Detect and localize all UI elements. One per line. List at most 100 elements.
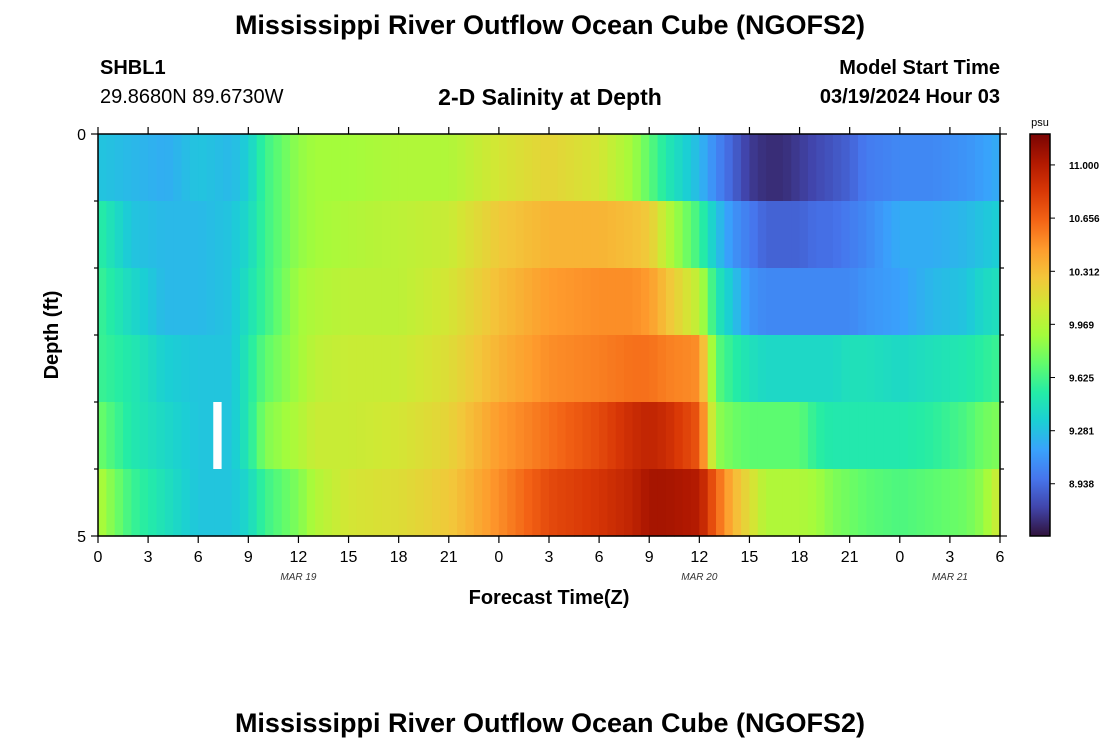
heatmap-cell [540,469,550,537]
heatmap-cell [248,134,258,202]
heatmap-cell [407,268,416,336]
heatmap-cell [682,402,692,470]
heatmap-cell [465,335,475,403]
heatmap-cell [899,402,909,470]
heatmap-cell [565,469,575,537]
heatmap-cell [774,469,784,537]
station-id: SHBL1 [100,57,166,79]
heatmap-cell [741,134,751,202]
heatmap-cell [816,201,826,269]
heatmap-cell [273,469,283,537]
heatmap-cell [908,335,918,403]
heatmap-cell [98,201,107,269]
x-tick-label: 18 [390,549,408,566]
heatmap-cell [398,335,408,403]
heatmap-cell [173,335,183,403]
heatmap-cell [156,335,166,403]
heatmap-cell [248,402,258,470]
heatmap-cell [306,402,316,470]
heatmap-cell [807,469,817,537]
heatmap-cell [674,402,684,470]
heatmap-cell [223,201,233,269]
heatmap-cell [523,268,533,336]
heatmap-cell [465,402,475,470]
heatmap-cell [540,335,550,403]
y-tick-label: 5 [77,529,86,546]
heatmap-cell [749,134,759,202]
heatmap-cell [231,134,241,202]
heatmap-cell [356,335,366,403]
heatmap-cell [582,268,592,336]
heatmap-cell [206,402,216,470]
heatmap-cell [749,335,759,403]
heatmap-cell [599,402,609,470]
heatmap-cell [181,268,191,336]
heatmap-cell [574,201,584,269]
heatmap-cell [565,134,575,202]
heatmap-cell [716,469,725,537]
heatmap-cell [716,201,725,269]
heatmap-cell [674,335,684,403]
heatmap-cell [557,469,567,537]
heatmap-cell [741,268,751,336]
heatmap-cell [883,201,893,269]
heatmap-cell [189,469,199,537]
heatmap-cell [582,469,592,537]
heatmap-cell [306,335,316,403]
heatmap-cell [139,134,149,202]
heatmap-cell [791,402,801,470]
heatmap-cell [306,268,316,336]
heatmap-cell [123,402,133,470]
heatmap-cell [908,469,918,537]
heatmap-cell [306,201,316,269]
heatmap-cell [665,134,675,202]
heatmap-cell [582,134,592,202]
heatmap-cell [665,469,675,537]
heatmap-cell [824,134,834,202]
x-tick-label: 3 [945,549,954,566]
heatmap-cell [590,335,600,403]
x-tick-label: 12 [690,549,708,566]
heatmap-cell [807,134,817,202]
heatmap-cell [991,335,1001,403]
heatmap-cell [223,335,233,403]
heatmap-cell [148,335,158,403]
heatmap-cell [891,469,901,537]
heatmap-cell [983,469,993,537]
heatmap-cell [624,134,634,202]
heatmap-cell [498,201,508,269]
heatmap-cell [891,402,901,470]
heatmap-cell [741,335,751,403]
heatmap-cell [290,469,300,537]
heatmap-cell [649,335,659,403]
heatmap-cell [114,402,124,470]
heatmap-cell [373,268,383,336]
heatmap-cell [807,268,817,336]
heatmap-cell [632,335,642,403]
heatmap-cell [624,402,634,470]
heatmap-cell [782,402,792,470]
heatmap-cell [799,201,809,269]
heatmap-cell [757,134,767,202]
heatmap-cell [874,134,884,202]
heatmap-cell [381,268,391,336]
heatmap-cell [749,402,759,470]
heatmap-cell [657,134,667,202]
heatmap-cell [490,402,500,470]
heatmap-cell [858,402,867,470]
heatmap-cell [557,268,567,336]
heatmap-cell [640,335,650,403]
heatmap-cell [632,134,642,202]
heatmap-cell [883,268,893,336]
heatmap-cell [958,268,968,336]
heatmap-cell [189,402,199,470]
x-axis-label: Forecast Time(Z) [469,587,630,609]
x-tick-label: 12 [290,549,308,566]
heatmap-cell [799,469,809,537]
heatmap-cell [331,469,341,537]
heatmap-cell [423,469,433,537]
heatmap-cell [381,469,391,537]
heatmap-cell [231,201,241,269]
heatmap-cell [131,469,141,537]
heatmap-cell [741,469,751,537]
